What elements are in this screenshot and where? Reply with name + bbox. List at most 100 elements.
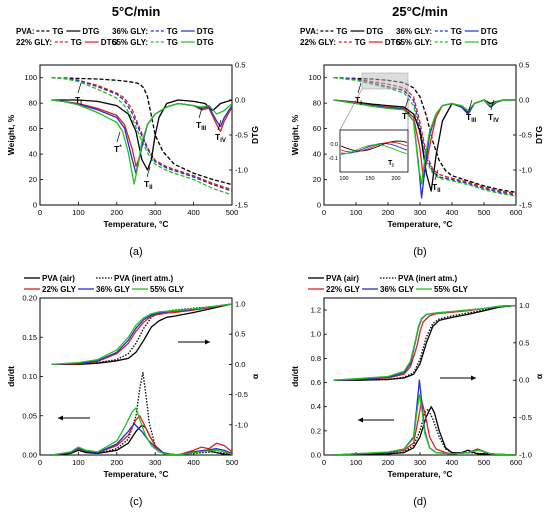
legend-tg-label: TG	[167, 27, 178, 36]
legend-tg-label: TG	[336, 27, 347, 36]
x-axis-label: Temperature, °C	[103, 219, 168, 229]
inset-annotation-subscript: I	[392, 163, 394, 169]
x-tick-label: 300	[414, 208, 427, 217]
legend-dtg-label: DTG	[82, 27, 99, 36]
panel-c: PVA (air) PVA (inert atm.) 22% GLY 36% GLY 5…	[6, 274, 260, 508]
inset-y-tick-label: -0.1	[329, 156, 338, 162]
x-tick-label: 400	[187, 458, 200, 467]
y2-tick-label: -1.0	[235, 420, 248, 429]
y-tick-label: 0	[33, 201, 37, 210]
y-tick-label: 60	[313, 124, 321, 133]
y2-tick-label: -1.0	[235, 166, 248, 175]
y2-tick-label: -1.5	[519, 201, 532, 210]
left-axis-arrowhead	[58, 415, 63, 421]
annotation-arrow	[116, 131, 121, 143]
annotation-label: TII	[144, 179, 153, 191]
series-line	[333, 304, 516, 381]
y2-axis-label: α	[534, 373, 544, 379]
annotation-label: TIII	[466, 112, 477, 124]
y-tick-label: 80	[29, 99, 37, 108]
inset-x-tick-label: 200	[391, 176, 400, 182]
legend-label: 36% GLY	[380, 285, 415, 294]
legend-label: PVA (air)	[326, 274, 359, 283]
legend-tg-label: TG	[355, 38, 366, 47]
legend-dtg-label: DTG	[481, 27, 498, 36]
y-tick-label: 1.0	[311, 330, 321, 339]
legend-tg-label: TG	[451, 38, 462, 47]
y2-tick-label: 1.0	[235, 300, 245, 309]
annotation-arrow	[490, 99, 495, 111]
annotation-superscript: *	[119, 145, 122, 151]
x-tick-label: 0	[322, 458, 326, 467]
annotation-label: TI	[355, 95, 362, 107]
y2-tick-label: -0.5	[235, 390, 248, 399]
annotation-arrow	[434, 169, 439, 181]
legend-tg-label: TG	[71, 38, 82, 47]
annotation-label: TI	[75, 95, 82, 107]
legend-item: 36% GLY: TG DTG	[112, 27, 214, 36]
series-line	[51, 415, 232, 455]
legend-tg-label: TG	[451, 27, 462, 36]
x-tick-label: 100	[350, 208, 363, 217]
series-line	[51, 303, 232, 366]
y-tick-label: 0.2	[311, 426, 321, 435]
series-line	[51, 371, 232, 455]
x-tick-label: 500	[478, 458, 491, 467]
right-axis-arrowhead	[471, 375, 476, 381]
annotation-label: T*	[402, 111, 410, 121]
series-line	[333, 99, 516, 192]
series-group	[51, 77, 232, 196]
x-tick-label: 200	[111, 208, 124, 217]
y2-tick-label: 0.0	[519, 376, 529, 385]
legend-label: 36% GLY:	[112, 27, 148, 36]
series-line	[51, 99, 232, 185]
inset-x-tick-label: 150	[365, 176, 374, 182]
y-tick-label: 0.0	[311, 451, 321, 460]
annotation-subscript: I	[360, 101, 362, 107]
legend-label: 22% GLY	[326, 285, 361, 294]
legend-dtg-label: DTG	[101, 38, 118, 47]
y-tick-label: 0.10	[22, 372, 37, 381]
legend-label: PVA (air)	[42, 274, 75, 283]
y-tick-label: 0.05	[22, 411, 37, 420]
annotation-subscript: I	[80, 101, 82, 107]
inset-annotation: TI	[388, 160, 394, 169]
panel-heading: 5°C/min	[112, 4, 161, 19]
y-tick-label: 80	[313, 99, 321, 108]
annotation-subscript: IV	[493, 118, 499, 124]
annotation-arrow	[146, 166, 151, 178]
x-tick-label: 0	[38, 208, 42, 217]
legend-item: PVA (air)	[308, 274, 359, 283]
legend-item: 55% GLY	[132, 285, 185, 294]
annotation-label: TIII	[196, 120, 207, 132]
y2-tick-label: 0.5	[519, 338, 529, 347]
series-group	[333, 304, 516, 455]
x-tick-label: 300	[414, 458, 427, 467]
legend-dtg-label: DTG	[197, 38, 214, 47]
y2-tick-label: 0.5	[519, 61, 529, 70]
y-tick-label: 1.2	[311, 306, 321, 315]
series-line	[333, 304, 516, 381]
legend-label: 55% GLY	[150, 285, 185, 294]
annotation-arrow	[468, 99, 473, 111]
inset-frame	[339, 129, 409, 173]
annotation-subscript: III	[471, 118, 476, 124]
legend-label: PVA:	[16, 27, 35, 36]
y2-tick-label: -1.5	[235, 201, 248, 210]
panel-caption: (d)	[413, 496, 426, 508]
y-axis-label: Weight, %	[290, 114, 300, 155]
left-axis-arrowhead	[358, 417, 363, 423]
annotation-arrow	[357, 82, 362, 94]
series-group	[51, 303, 232, 455]
y-tick-label: 0.15	[22, 333, 37, 342]
legend-label: 22% GLY:	[16, 38, 52, 47]
x-tick-label: 300	[149, 208, 162, 217]
legend-label: 36% GLY	[96, 285, 131, 294]
legend-label: 22% GLY	[42, 285, 77, 294]
y-tick-label: 0	[317, 201, 321, 210]
series-line	[51, 303, 232, 366]
x-tick-label: 100	[72, 458, 85, 467]
x-tick-label: 400	[187, 208, 200, 217]
inset-series-line	[340, 141, 408, 153]
